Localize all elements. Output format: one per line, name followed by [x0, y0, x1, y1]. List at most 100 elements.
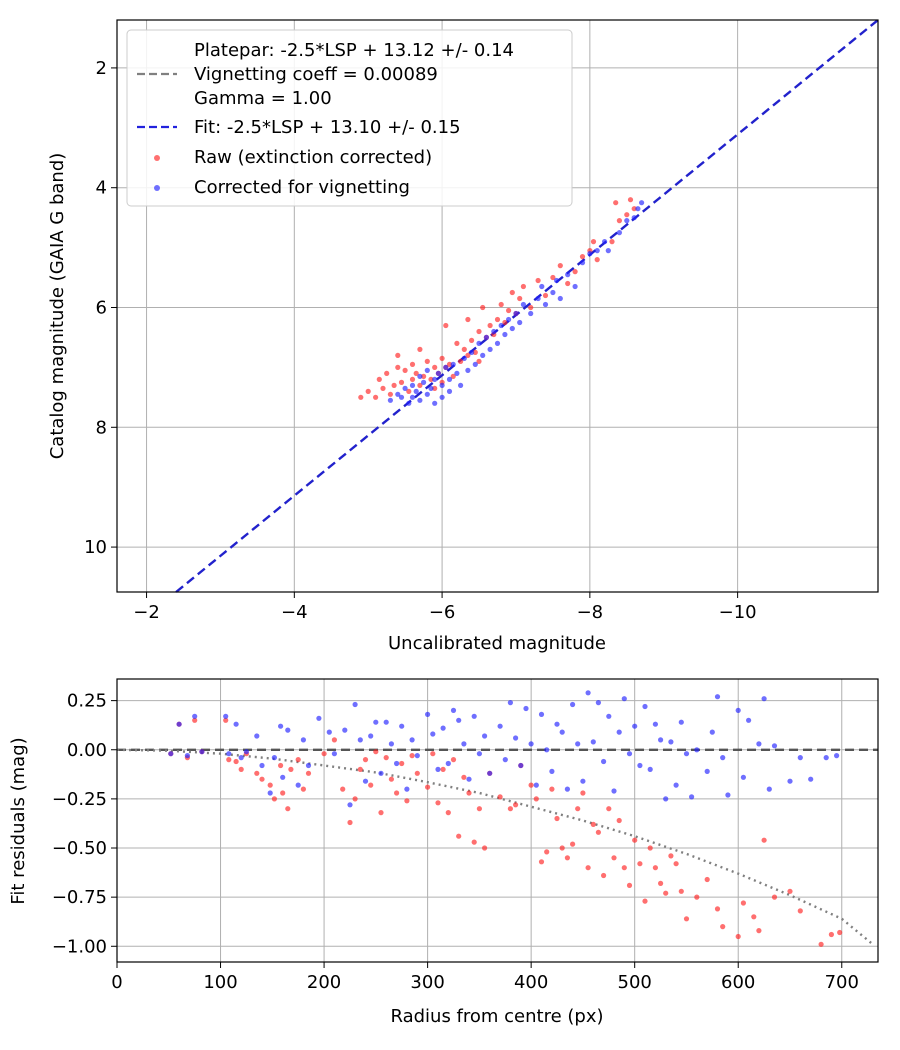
corrected-point	[421, 379, 427, 385]
raw-point	[550, 274, 556, 281]
corrected-point	[446, 376, 453, 382]
raw-point	[482, 845, 488, 851]
raw-point	[542, 292, 549, 299]
corrected-point	[585, 690, 591, 696]
corrected-point	[714, 694, 721, 700]
corrected-point	[658, 737, 664, 743]
corrected-point	[502, 331, 508, 338]
c1-x-axis-label: Uncalibrated magnitude	[388, 633, 606, 654]
corrected-point	[517, 319, 523, 326]
corrected-point	[487, 770, 493, 776]
corrected-point	[606, 713, 612, 719]
corrected-point	[834, 753, 840, 759]
raw-point	[494, 316, 501, 323]
x-tick-label: −8	[577, 602, 604, 623]
raw-point	[192, 717, 198, 723]
corrected-point	[550, 289, 556, 296]
raw-point	[509, 289, 515, 296]
raw-point	[658, 880, 664, 887]
raw-point	[357, 766, 363, 773]
raw-point	[458, 358, 464, 364]
corrected-point	[168, 751, 174, 757]
corrected-point	[602, 239, 608, 245]
raw-point	[383, 755, 389, 761]
c1-y-axis-label: Catalog magnitude (GAIA G band)	[47, 153, 68, 460]
corrected-point	[528, 310, 534, 317]
corrected-point	[439, 394, 445, 400]
raw-point	[223, 717, 229, 723]
raw-point	[613, 200, 619, 206]
raw-point	[554, 815, 560, 822]
raw-point	[480, 304, 486, 311]
raw-point	[331, 737, 337, 743]
corrected-point	[368, 733, 374, 739]
raw-point	[590, 239, 597, 245]
corrected-point	[176, 721, 182, 727]
raw-point	[466, 790, 472, 796]
corrected-point	[425, 711, 431, 718]
corrected-point	[243, 749, 249, 755]
y-tick-label: 8	[96, 417, 107, 438]
c2-model-lines	[116, 748, 878, 946]
raw-point	[616, 218, 623, 224]
corrected-point	[316, 715, 322, 721]
raw-point	[476, 358, 482, 364]
corrected-point	[278, 723, 284, 729]
c1-plot-frame	[116, 19, 879, 593]
corrected-point	[637, 762, 643, 769]
corrected-point	[432, 400, 438, 406]
corrected-point	[487, 346, 493, 352]
corrected-point	[502, 757, 508, 763]
raw-point	[432, 385, 438, 391]
raw-point	[233, 758, 239, 765]
residuals-scatter-chart: 0 100 200 300 400 500 600 700 0.25 0.00 −0.25 −0.50…	[8, 678, 879, 1027]
corrected-point	[587, 251, 593, 257]
raw-point	[376, 376, 382, 382]
y-tick-label: 0.25	[67, 691, 107, 712]
raw-point	[513, 802, 519, 808]
corrected-point	[631, 215, 637, 221]
corrected-point	[409, 394, 416, 400]
corrected-point	[357, 737, 363, 743]
legend: Platepar: -2.5*LSP + 13.12 +/- 0.14 Vign…	[126, 29, 573, 207]
raw-point	[300, 786, 306, 792]
raw-point	[498, 301, 504, 308]
raw-point	[771, 894, 778, 900]
raw-point	[704, 876, 710, 883]
x-tick-label: −10	[719, 602, 757, 623]
raw-point	[395, 352, 401, 358]
corrected-point	[404, 786, 410, 792]
corrected-point	[409, 382, 416, 388]
corrected-point	[476, 751, 482, 757]
c2-points	[168, 690, 843, 947]
corrected-point	[642, 703, 648, 710]
raw-point	[627, 197, 634, 203]
corrected-point	[635, 206, 641, 212]
x-tick-label: −2	[133, 602, 160, 623]
raw-point	[616, 817, 622, 824]
x-tick-label: 600	[721, 972, 755, 993]
raw-point	[544, 849, 550, 855]
raw-point	[402, 367, 408, 373]
raw-point	[421, 373, 427, 379]
raw-point	[259, 776, 265, 782]
corrected-point	[450, 707, 457, 714]
corrected-point	[595, 700, 602, 706]
raw-point	[570, 841, 576, 847]
corrected-point	[267, 790, 273, 796]
raw-point	[517, 295, 523, 302]
corrected-point	[611, 788, 617, 794]
x-tick-label: 700	[825, 972, 859, 993]
raw-point	[278, 762, 284, 769]
raw-point	[797, 908, 803, 914]
raw-point	[609, 239, 615, 245]
corrected-point	[513, 310, 519, 317]
corrected-point	[399, 723, 405, 729]
corrected-point	[435, 370, 441, 376]
corrected-point	[601, 758, 607, 765]
raw-point	[465, 316, 471, 323]
corrected-point	[417, 373, 423, 379]
corrected-point	[362, 778, 369, 784]
corrected-point	[435, 766, 441, 773]
legend-raw-label: Raw (extinction corrected)	[194, 147, 432, 168]
